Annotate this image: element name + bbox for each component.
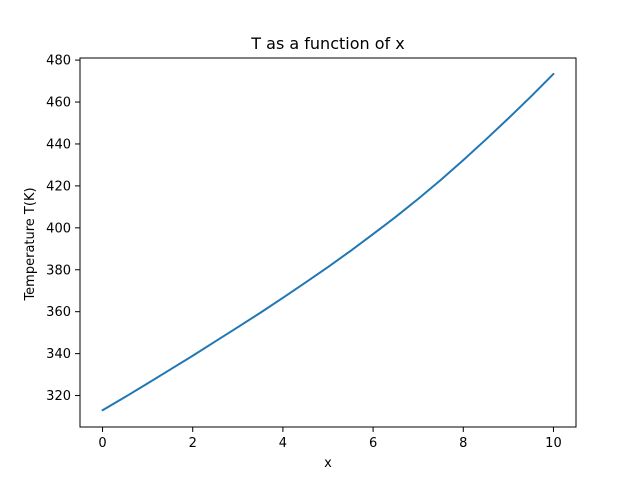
series-layer bbox=[101, 72, 555, 412]
axes-frame bbox=[79, 57, 577, 428]
y-tick-label: 320 bbox=[46, 389, 71, 404]
y-axis-label: Temperature T(K) bbox=[23, 187, 38, 301]
y-tick-label: 420 bbox=[46, 179, 71, 194]
y-tick-label: 380 bbox=[46, 263, 71, 278]
x-tick-label: 10 bbox=[545, 436, 562, 451]
y-tick-label: 460 bbox=[46, 96, 71, 111]
x-tick-label: 6 bbox=[369, 436, 377, 451]
y-tick-label: 340 bbox=[46, 347, 71, 362]
y-tick-label: 440 bbox=[46, 137, 71, 152]
y-tick-label: 480 bbox=[46, 54, 71, 69]
plot-area bbox=[79, 57, 577, 428]
series-line bbox=[101, 72, 555, 412]
x-tick-label: 4 bbox=[279, 436, 287, 451]
y-tick-label: 400 bbox=[46, 221, 71, 236]
chart-title: T as a function of x bbox=[250, 34, 404, 53]
y-tick-label: 360 bbox=[46, 305, 71, 320]
axis-ticks: 0 2 4 6 8 10 320 340 360 380 400 420 440 460 480 bbox=[46, 54, 562, 451]
x-tick-label: 2 bbox=[189, 436, 197, 451]
x-axis-label: x bbox=[324, 456, 332, 471]
x-tick-label: 8 bbox=[459, 436, 467, 451]
x-tick-label: 0 bbox=[98, 436, 106, 451]
